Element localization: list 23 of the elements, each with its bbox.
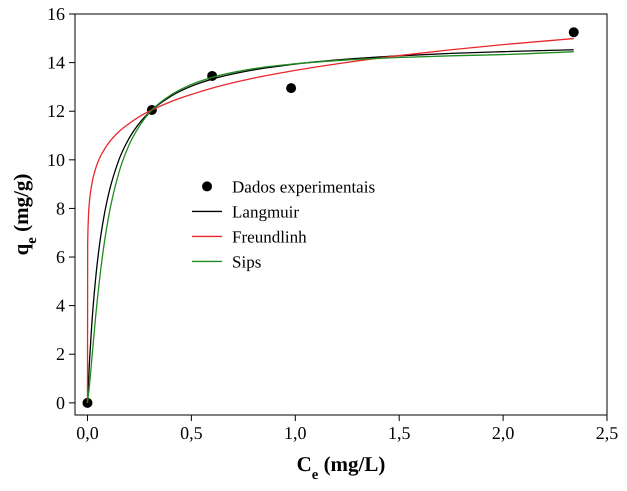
y-tick-label: 6 [56,247,65,268]
y-tick-label: 8 [56,198,65,218]
x-tick-label: 0,5 [180,423,203,443]
point [286,83,296,94]
y-tick-label: 0 [56,392,65,413]
x-tick-label: 2,5 [596,423,618,443]
y-tick-label: 12 [47,101,65,122]
x-tick-label: 1,0 [284,423,307,443]
point [82,398,92,408]
y-tick-label: 4 [56,296,65,316]
legend-label: Freundlinh [232,227,308,246]
y-tick-label: 2 [56,344,65,364]
x-tick-label: 1,5 [388,423,410,443]
legend-label: Dados experimentais [232,177,376,196]
y-tick-label: 16 [47,4,65,24]
point [568,27,579,38]
x-axis-title: C$_{e}$ (mg/L) [296,452,386,483]
x-tick-label: 2,0 [492,423,514,443]
legend-label: Langmuir [232,202,300,222]
y-tick-label: 14 [47,52,65,73]
legend-label: Sips [232,252,262,272]
y-tick-label: 10 [47,150,65,170]
x-tick-label: 0,0 [76,423,99,443]
